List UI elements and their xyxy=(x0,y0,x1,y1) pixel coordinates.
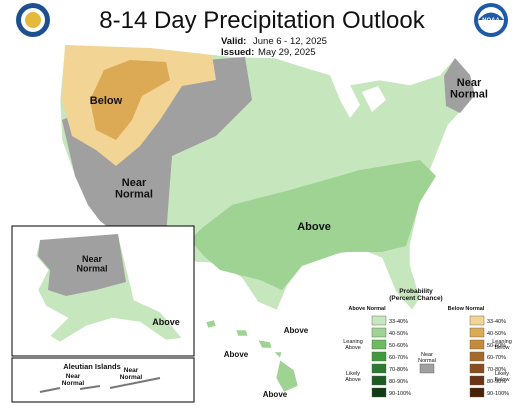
legend-swatch xyxy=(371,315,387,326)
label-line: Normal xyxy=(115,189,153,201)
legend-range: 33-40% xyxy=(389,319,408,325)
legend-group: Leaning Above xyxy=(343,339,363,351)
legend-range: 40-50% xyxy=(487,331,506,337)
legend-range: 60-70% xyxy=(487,355,506,361)
label-line: Below xyxy=(495,377,510,383)
legend-swatch xyxy=(469,315,485,326)
label-line: Normal xyxy=(450,89,488,101)
region-label: Above xyxy=(224,350,249,359)
legend-range: 40-50% xyxy=(389,331,408,337)
alaska-near xyxy=(38,234,126,296)
legend-group: Leaning Below xyxy=(492,339,512,351)
legend-range: 33-40% xyxy=(487,319,506,325)
legend-header: Above Normal xyxy=(348,306,386,312)
legend-range: 80-90% xyxy=(389,379,408,385)
issued-label: Issued: xyxy=(221,47,254,58)
legend-range: 60-70% xyxy=(389,355,408,361)
label-line: Leaning xyxy=(492,339,512,345)
legend-swatch xyxy=(469,339,485,350)
legend-group: Likely Above xyxy=(345,371,361,383)
legend-range: 70-80% xyxy=(389,367,408,373)
valid-label: Valid: xyxy=(221,36,246,47)
region-label: Near Normal xyxy=(115,177,153,201)
hawaii xyxy=(205,319,299,393)
label-line: Near xyxy=(421,352,433,358)
legend-title: Probability (Percent Chance) xyxy=(389,288,442,302)
label-line: Near xyxy=(124,367,139,374)
label-line: Near xyxy=(82,254,103,264)
label-line: Probability xyxy=(399,288,433,295)
legend-swatch xyxy=(371,351,387,362)
label-line: (Percent Chance) xyxy=(389,295,442,302)
legend: Probability (Percent Chance) Above Normal… xyxy=(343,288,512,398)
legend-swatch xyxy=(371,387,387,398)
label-line: Near xyxy=(66,373,81,380)
label-line: Below xyxy=(495,345,510,351)
label-line: Normal xyxy=(418,358,436,364)
inset-title: Aleutian Islands xyxy=(63,362,121,371)
issued-date: May 29, 2025 xyxy=(258,47,316,58)
region-label: Near Normal xyxy=(76,254,107,273)
region-label: Near Normal xyxy=(62,373,85,387)
legend-range: 50-60% xyxy=(389,343,408,349)
legend-swatch xyxy=(469,327,485,338)
label-line: Likely xyxy=(346,371,360,377)
legend-swatch xyxy=(371,339,387,350)
region-label: Above xyxy=(297,221,331,233)
label-line: Leaning xyxy=(343,339,363,345)
legend-range: 50-60% xyxy=(487,343,506,349)
region-label: Above xyxy=(284,326,309,335)
label-line: Likely xyxy=(495,371,509,377)
legend-range: 90-100% xyxy=(389,391,411,397)
legend-swatch xyxy=(371,327,387,338)
legend-swatch xyxy=(469,351,485,362)
region-label: Above xyxy=(152,317,180,327)
legend-swatch xyxy=(371,363,387,374)
legend-swatch xyxy=(419,363,435,374)
label-line: Above xyxy=(345,377,361,383)
label-line: Normal xyxy=(120,374,143,381)
label-line: Near xyxy=(457,77,482,89)
label-line: Near xyxy=(122,177,147,189)
valid-dates: June 6 - 12, 2025 xyxy=(253,36,327,47)
aleutian-islands xyxy=(39,377,161,393)
conus xyxy=(59,44,476,311)
legend-swatch xyxy=(469,363,485,374)
legend-range: 90-100% xyxy=(487,391,509,397)
noaa-logo: NOAA xyxy=(474,3,508,37)
doc-seal xyxy=(16,3,50,37)
legend-swatch xyxy=(469,375,485,386)
title: 8-14 Day Precipitation Outlook xyxy=(99,7,426,34)
noaa-text: NOAA xyxy=(482,18,500,24)
label-line: Above xyxy=(345,345,361,351)
region-label: Above xyxy=(263,390,288,399)
legend-swatch xyxy=(469,387,485,398)
region-label: Near Normal xyxy=(120,367,143,381)
label-line: Normal xyxy=(76,263,107,273)
legend-swatch xyxy=(371,375,387,386)
aleutian-inset xyxy=(11,357,195,403)
region-label: Near Normal xyxy=(450,77,488,101)
region-label: Below xyxy=(90,95,123,107)
legend-header: Below Normal xyxy=(448,306,485,312)
label-line: Normal xyxy=(62,380,85,387)
legend-range: 80-90% xyxy=(487,379,506,385)
legend-group: Near Normal xyxy=(418,352,436,364)
legend-range: 70-80% xyxy=(487,367,506,373)
legend-group: Likely Below xyxy=(495,371,510,383)
